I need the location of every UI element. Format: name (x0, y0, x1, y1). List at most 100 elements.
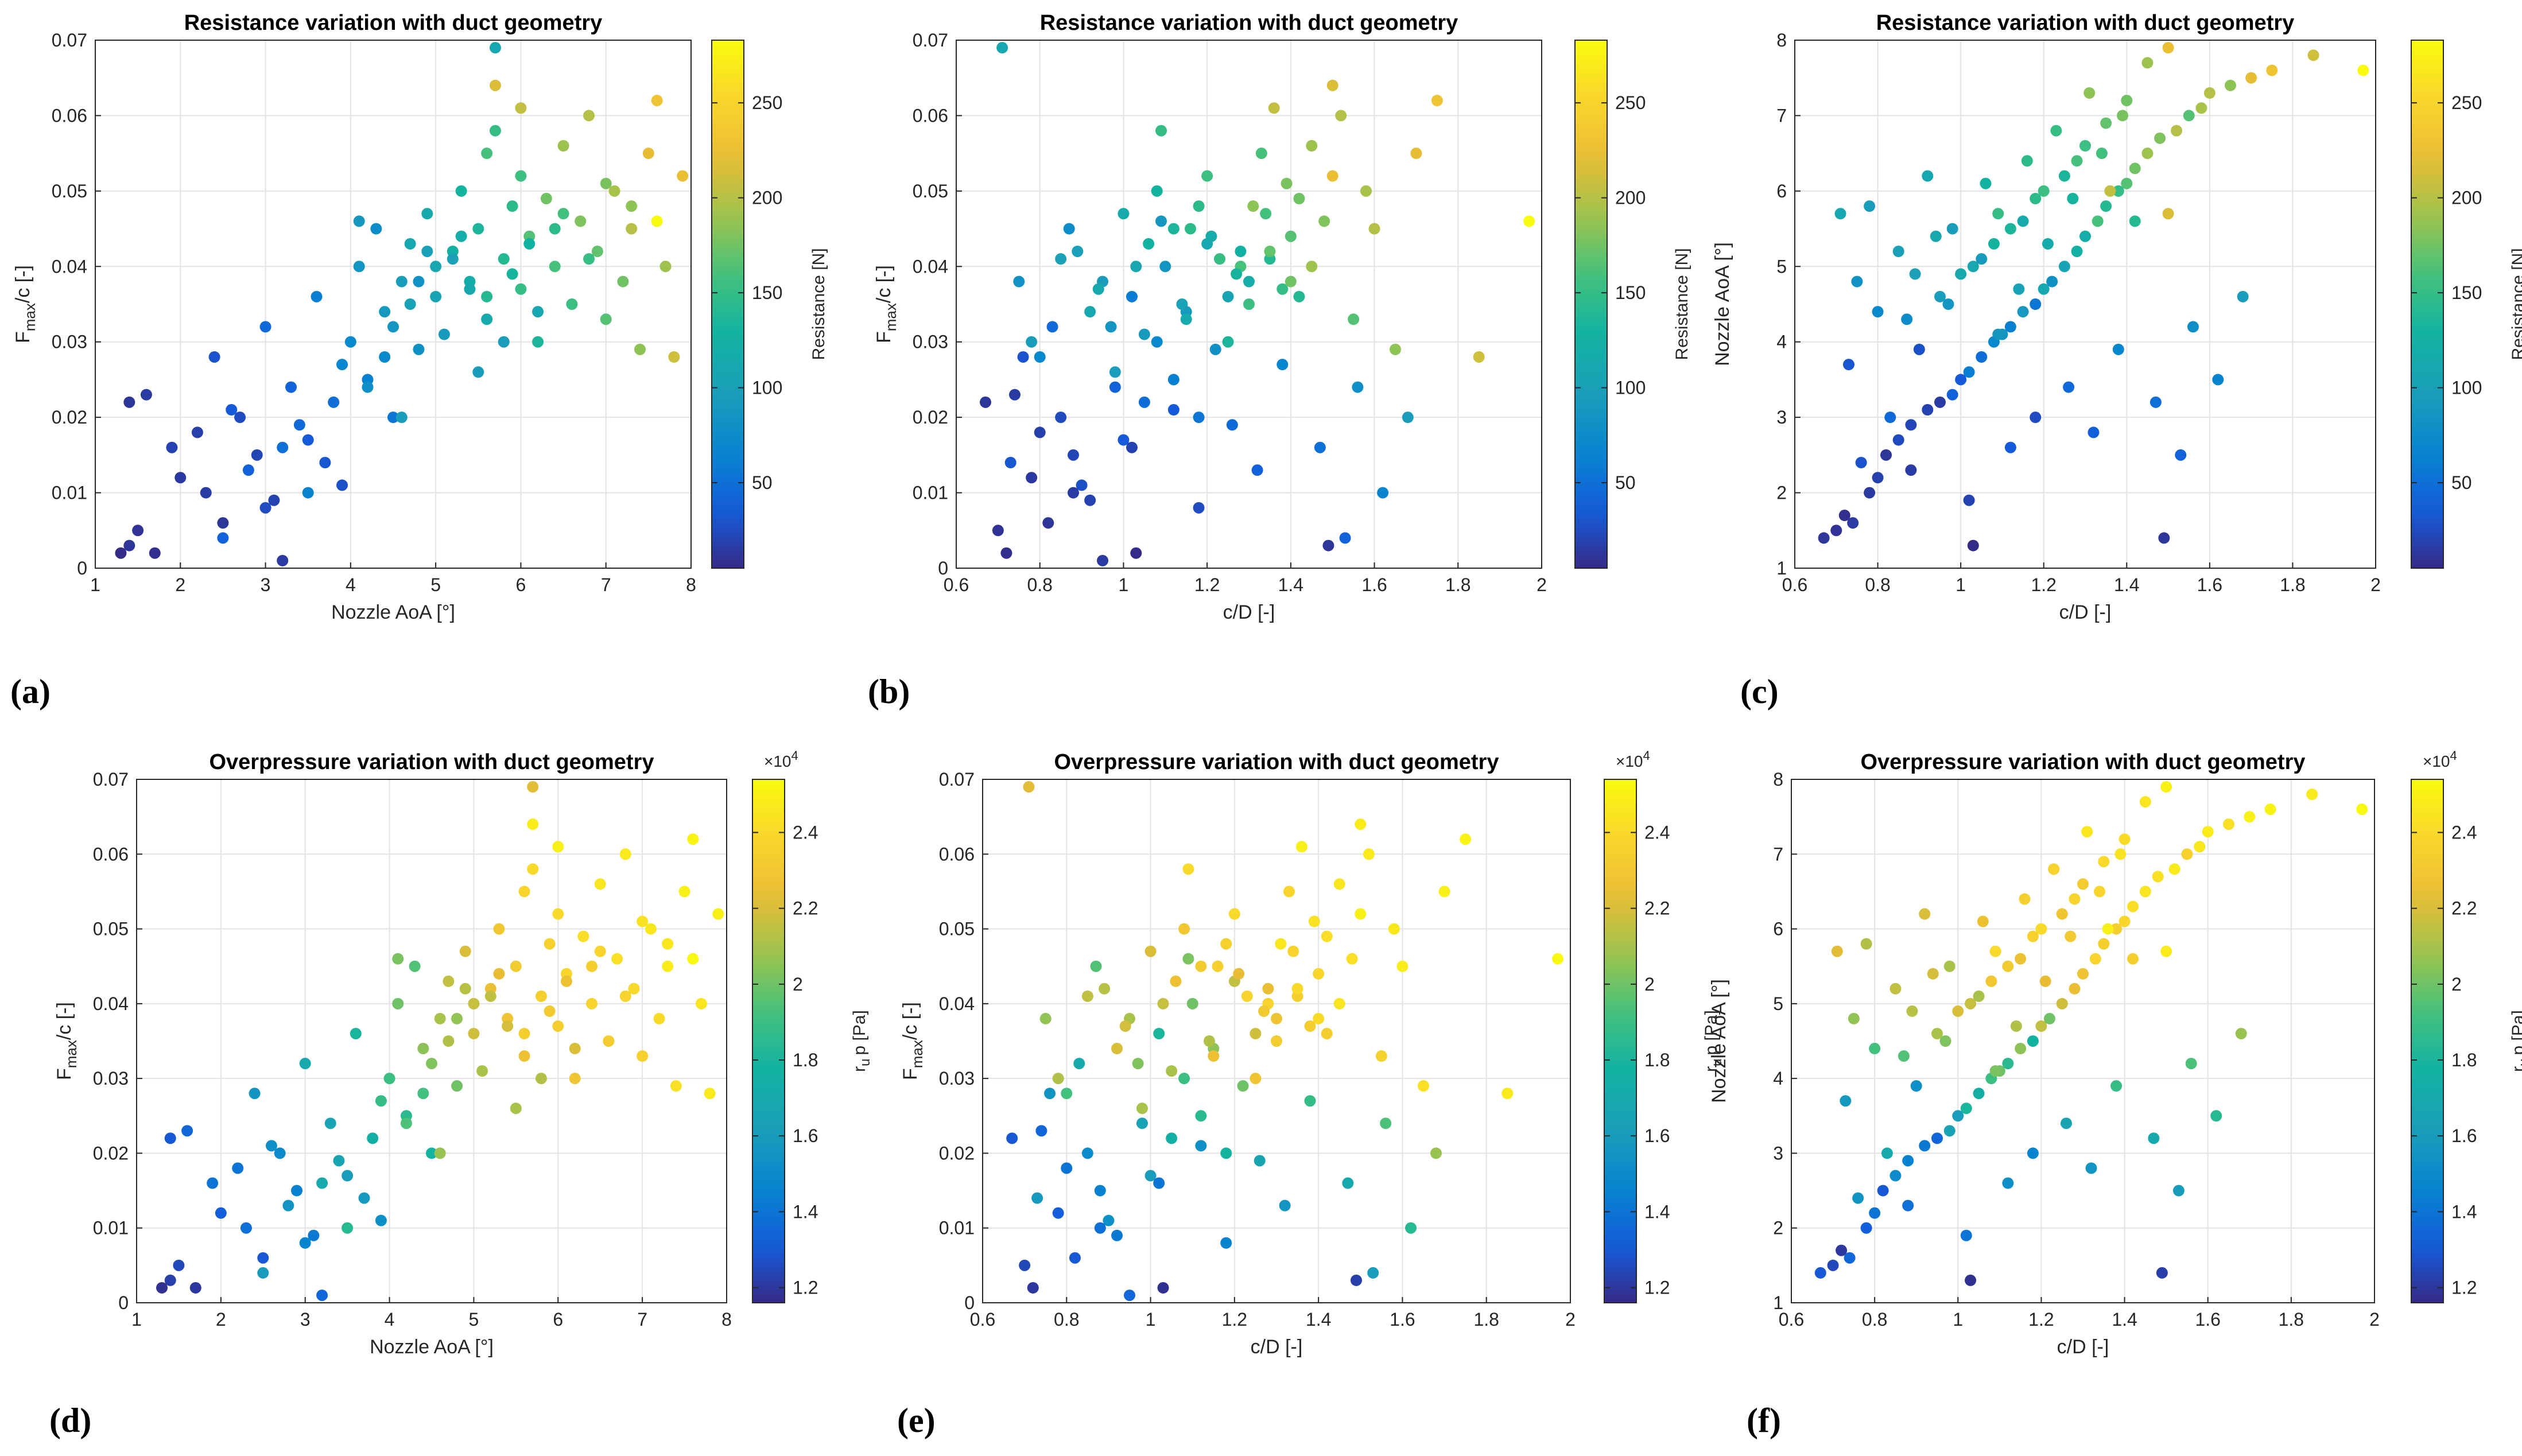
data-point (1367, 1267, 1379, 1279)
x-tick-label: 4 (346, 574, 356, 595)
data-point (1321, 930, 1333, 942)
data-point (392, 997, 404, 1010)
x-tick-label: 1.6 (2197, 574, 2222, 595)
colorbar-tick-label: 2.4 (793, 822, 818, 843)
data-point (217, 517, 229, 529)
data-point (560, 975, 572, 987)
data-point (704, 1088, 716, 1100)
data-point (1830, 525, 1842, 537)
chart-title: Resistance variation with duct geometry (184, 11, 603, 35)
data-point (1132, 1058, 1144, 1070)
y-tick-label: 0.02 (52, 407, 87, 428)
data-point (687, 953, 699, 965)
colorbar-tick-label: 200 (1615, 188, 1646, 208)
data-point (1185, 223, 1196, 235)
y-tick-label: 0 (77, 558, 87, 578)
data-point (2004, 223, 2016, 235)
data-point (1943, 1125, 1955, 1137)
data-point (1247, 200, 1259, 212)
data-point (594, 945, 606, 957)
data-point (1195, 1140, 1207, 1152)
data-point (1072, 246, 1084, 257)
data-point (1136, 1117, 1148, 1129)
data-point (1884, 411, 1896, 424)
data-point (1281, 177, 1293, 189)
data-point (1205, 230, 1217, 242)
data-point (164, 1132, 176, 1144)
data-point (438, 328, 450, 340)
y-tick-label: 7 (1773, 844, 1783, 864)
data-point (451, 1012, 463, 1024)
axes-box (956, 40, 1542, 569)
chart-title: Resistance variation with duct geometry (1876, 11, 2295, 35)
x-tick-label: 3 (300, 1309, 311, 1330)
data-point (375, 1214, 387, 1226)
panel-a: 1 2 3 4 5 6 7 8 0 0.01 0.02 0.03 0.04 0.05 0.06 0.07 Res… (10, 11, 828, 710)
data-point (291, 1185, 303, 1197)
colorbar-tick-label: 2.2 (793, 898, 818, 919)
y-tick-label: 0.06 (93, 844, 129, 864)
data-point (2017, 306, 2029, 318)
colorbar-tick-label: 150 (2451, 282, 2482, 303)
data-point (2104, 185, 2116, 197)
x-tick-label: 2 (175, 574, 185, 595)
y-tick-label: 0.06 (52, 105, 87, 126)
data-point (426, 1058, 437, 1070)
data-point (1013, 275, 1025, 288)
colorbar (1574, 40, 1608, 569)
data-point (515, 283, 527, 295)
data-point (2038, 283, 2050, 295)
data-point (299, 1237, 311, 1249)
data-point (1283, 886, 1295, 898)
data-point (1892, 246, 1904, 257)
data-point (277, 554, 289, 566)
data-point (535, 990, 547, 1002)
x-tick-label: 1 (90, 574, 100, 595)
data-point (642, 147, 654, 160)
x-axis-label: c/D [-] (1223, 601, 1275, 623)
colorbar-tick-label: 2.2 (2451, 898, 2477, 919)
data-point (628, 983, 640, 995)
data-point (608, 185, 620, 197)
y-tick-label: 0.03 (939, 1068, 975, 1089)
colorbar-tick-label: 50 (752, 472, 773, 493)
data-point (413, 343, 425, 355)
data-point (333, 1155, 345, 1167)
data-point (2203, 87, 2216, 99)
data-point (2235, 1027, 2247, 1039)
panel-d: 1 2 3 4 5 6 7 8 0 0.01 0.02 0.03 0.04 0.05 0.06 0.07 Ove… (49, 748, 873, 1439)
data-point (980, 396, 991, 408)
data-point (1965, 997, 1977, 1010)
data-point (2195, 102, 2207, 114)
data-point (1840, 1095, 1852, 1107)
data-point (1250, 1027, 1262, 1039)
data-point (1952, 1110, 1964, 1122)
data-point (459, 945, 471, 957)
data-point (336, 479, 348, 491)
data-point (2015, 1043, 2027, 1055)
data-point (1220, 1147, 1232, 1159)
data-point (586, 997, 598, 1010)
data-point (1170, 975, 1182, 987)
data-point (2081, 826, 2093, 838)
data-point (2098, 856, 2110, 868)
data-point (299, 1058, 311, 1070)
data-point (140, 389, 152, 401)
data-point (367, 1132, 379, 1144)
x-tick-label: 1 (1953, 1309, 1963, 1330)
data-point (1109, 366, 1121, 378)
data-point (583, 110, 595, 122)
data-point (1222, 336, 1234, 348)
data-point (510, 960, 522, 972)
data-point (653, 1012, 665, 1024)
data-point (1081, 990, 1093, 1002)
data-point (1119, 1020, 1131, 1032)
colorbar-tick-label: 150 (1615, 282, 1646, 303)
data-point (1355, 818, 1367, 830)
data-point (421, 208, 433, 220)
data-point (2089, 953, 2101, 965)
colorbar-tick-label: 1.6 (793, 1125, 818, 1146)
data-point (2027, 930, 2039, 942)
data-point (2004, 321, 2016, 333)
data-point (1000, 547, 1012, 559)
